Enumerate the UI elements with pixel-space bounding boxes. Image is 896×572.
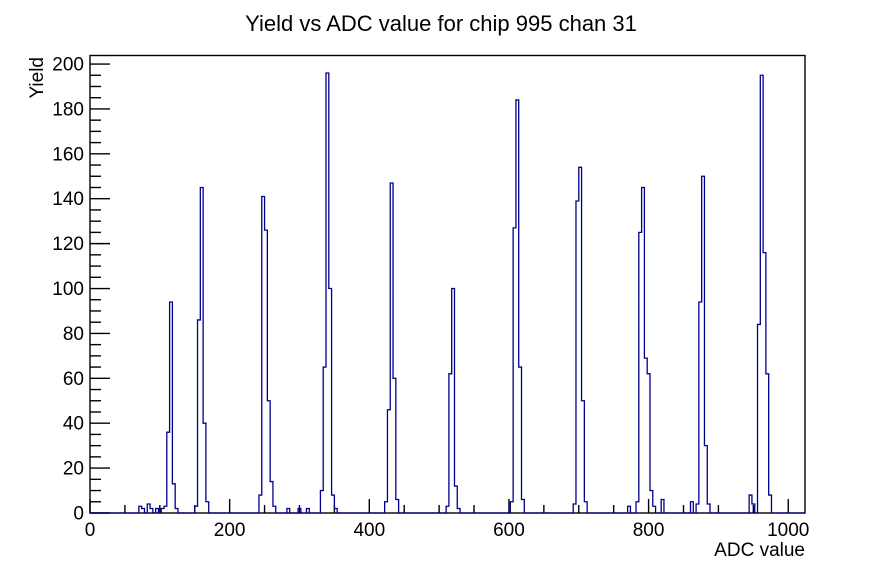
y-tick-label: 60 [63, 369, 84, 390]
x-tick-label: 1000 [767, 520, 809, 541]
y-tick-label: 200 [52, 55, 84, 76]
y-tick-label: 120 [52, 234, 84, 255]
y-tick-label: 180 [52, 99, 84, 120]
x-axis-title: ADC value [714, 540, 805, 561]
plot-frame [89, 54, 806, 514]
x-tick-label: 200 [214, 520, 246, 541]
x-tick-label: 0 [85, 520, 96, 541]
y-tick-label: 80 [63, 324, 84, 345]
x-tick-label: 800 [633, 520, 665, 541]
chart-title: Yield vs ADC value for chip 995 chan 31 [245, 11, 637, 36]
y-tick-label: 100 [52, 279, 84, 300]
y-tick-label: 20 [63, 459, 84, 480]
y-tick-label: 140 [52, 189, 84, 210]
axis-tick-labels: 0 200 400 600 800 1000 0 20 40 60 80 100 120 140 160 18… [52, 55, 809, 541]
y-tick-label: 160 [52, 144, 84, 165]
x-tick-label: 400 [353, 520, 385, 541]
histogram-line [90, 72, 805, 514]
y-axis-title: Yield [27, 57, 48, 99]
axis-ticks [89, 63, 789, 514]
y-tick-label: 40 [63, 414, 84, 435]
x-tick-label: 600 [493, 520, 525, 541]
y-tick-label: 0 [73, 504, 84, 525]
